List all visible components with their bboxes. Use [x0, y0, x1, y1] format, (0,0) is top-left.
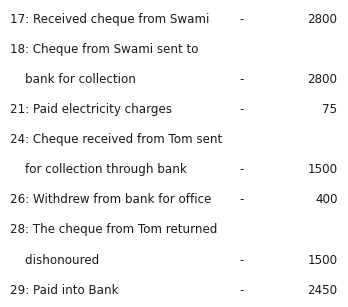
Text: dishonoured: dishonoured — [10, 254, 100, 266]
Text: -: - — [240, 13, 244, 26]
Text: -: - — [240, 284, 244, 297]
Text: 400: 400 — [315, 193, 338, 206]
Text: 1500: 1500 — [307, 163, 338, 176]
Text: -: - — [240, 103, 244, 116]
Text: 2800: 2800 — [308, 73, 338, 86]
Text: for collection through bank: for collection through bank — [10, 163, 187, 176]
Text: -: - — [240, 254, 244, 266]
Text: -: - — [240, 73, 244, 86]
Text: 29: Paid into Bank: 29: Paid into Bank — [10, 284, 119, 297]
Text: bank for collection: bank for collection — [10, 73, 136, 86]
Text: 28: The cheque from Tom returned: 28: The cheque from Tom returned — [10, 223, 218, 236]
Text: 17: Received cheque from Swami: 17: Received cheque from Swami — [10, 13, 210, 26]
Text: 26: Withdrew from bank for office: 26: Withdrew from bank for office — [10, 193, 212, 206]
Text: -: - — [240, 193, 244, 206]
Text: -: - — [240, 163, 244, 176]
Text: 18: Cheque from Swami sent to: 18: Cheque from Swami sent to — [10, 43, 199, 56]
Text: 1500: 1500 — [307, 254, 338, 266]
Text: 21: Paid electricity charges: 21: Paid electricity charges — [10, 103, 173, 116]
Text: 2800: 2800 — [308, 13, 338, 26]
Text: 75: 75 — [323, 103, 338, 116]
Text: 2450: 2450 — [307, 284, 338, 297]
Text: 24: Cheque received from Tom sent: 24: Cheque received from Tom sent — [10, 133, 223, 146]
